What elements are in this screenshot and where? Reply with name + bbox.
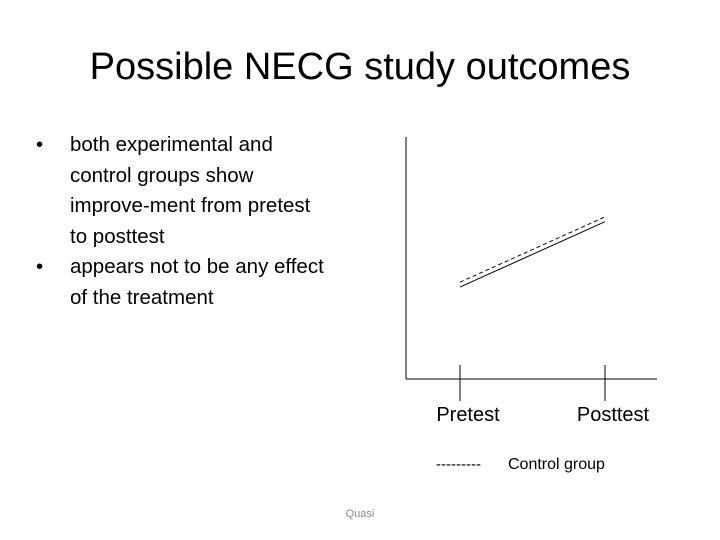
bullet-item: • appears not to be any effect of the tre… (36, 252, 326, 313)
control-group-line (459, 216, 606, 283)
slide-title: Possible NECG study outcomes (89, 46, 631, 88)
experimental-group-line (459, 221, 606, 288)
bullet-dot-icon: • (36, 133, 44, 156)
bullet-item: • both experimental and control groups sh… (36, 130, 326, 252)
bullet-list: • both experimental and control groups sh… (36, 130, 326, 313)
slide-footer: Quasi (345, 508, 375, 520)
x-tick-label: Posttest (577, 404, 650, 426)
bullet-text: both experimental and control groups sho… (70, 133, 311, 248)
legend-sample: --------- (436, 456, 481, 473)
legend-label: Control group (508, 456, 605, 473)
bullet-text: appears not to be any effect of the trea… (70, 255, 324, 309)
x-tick-label: Pretest (436, 404, 500, 426)
bullet-dot-icon: • (36, 255, 44, 278)
